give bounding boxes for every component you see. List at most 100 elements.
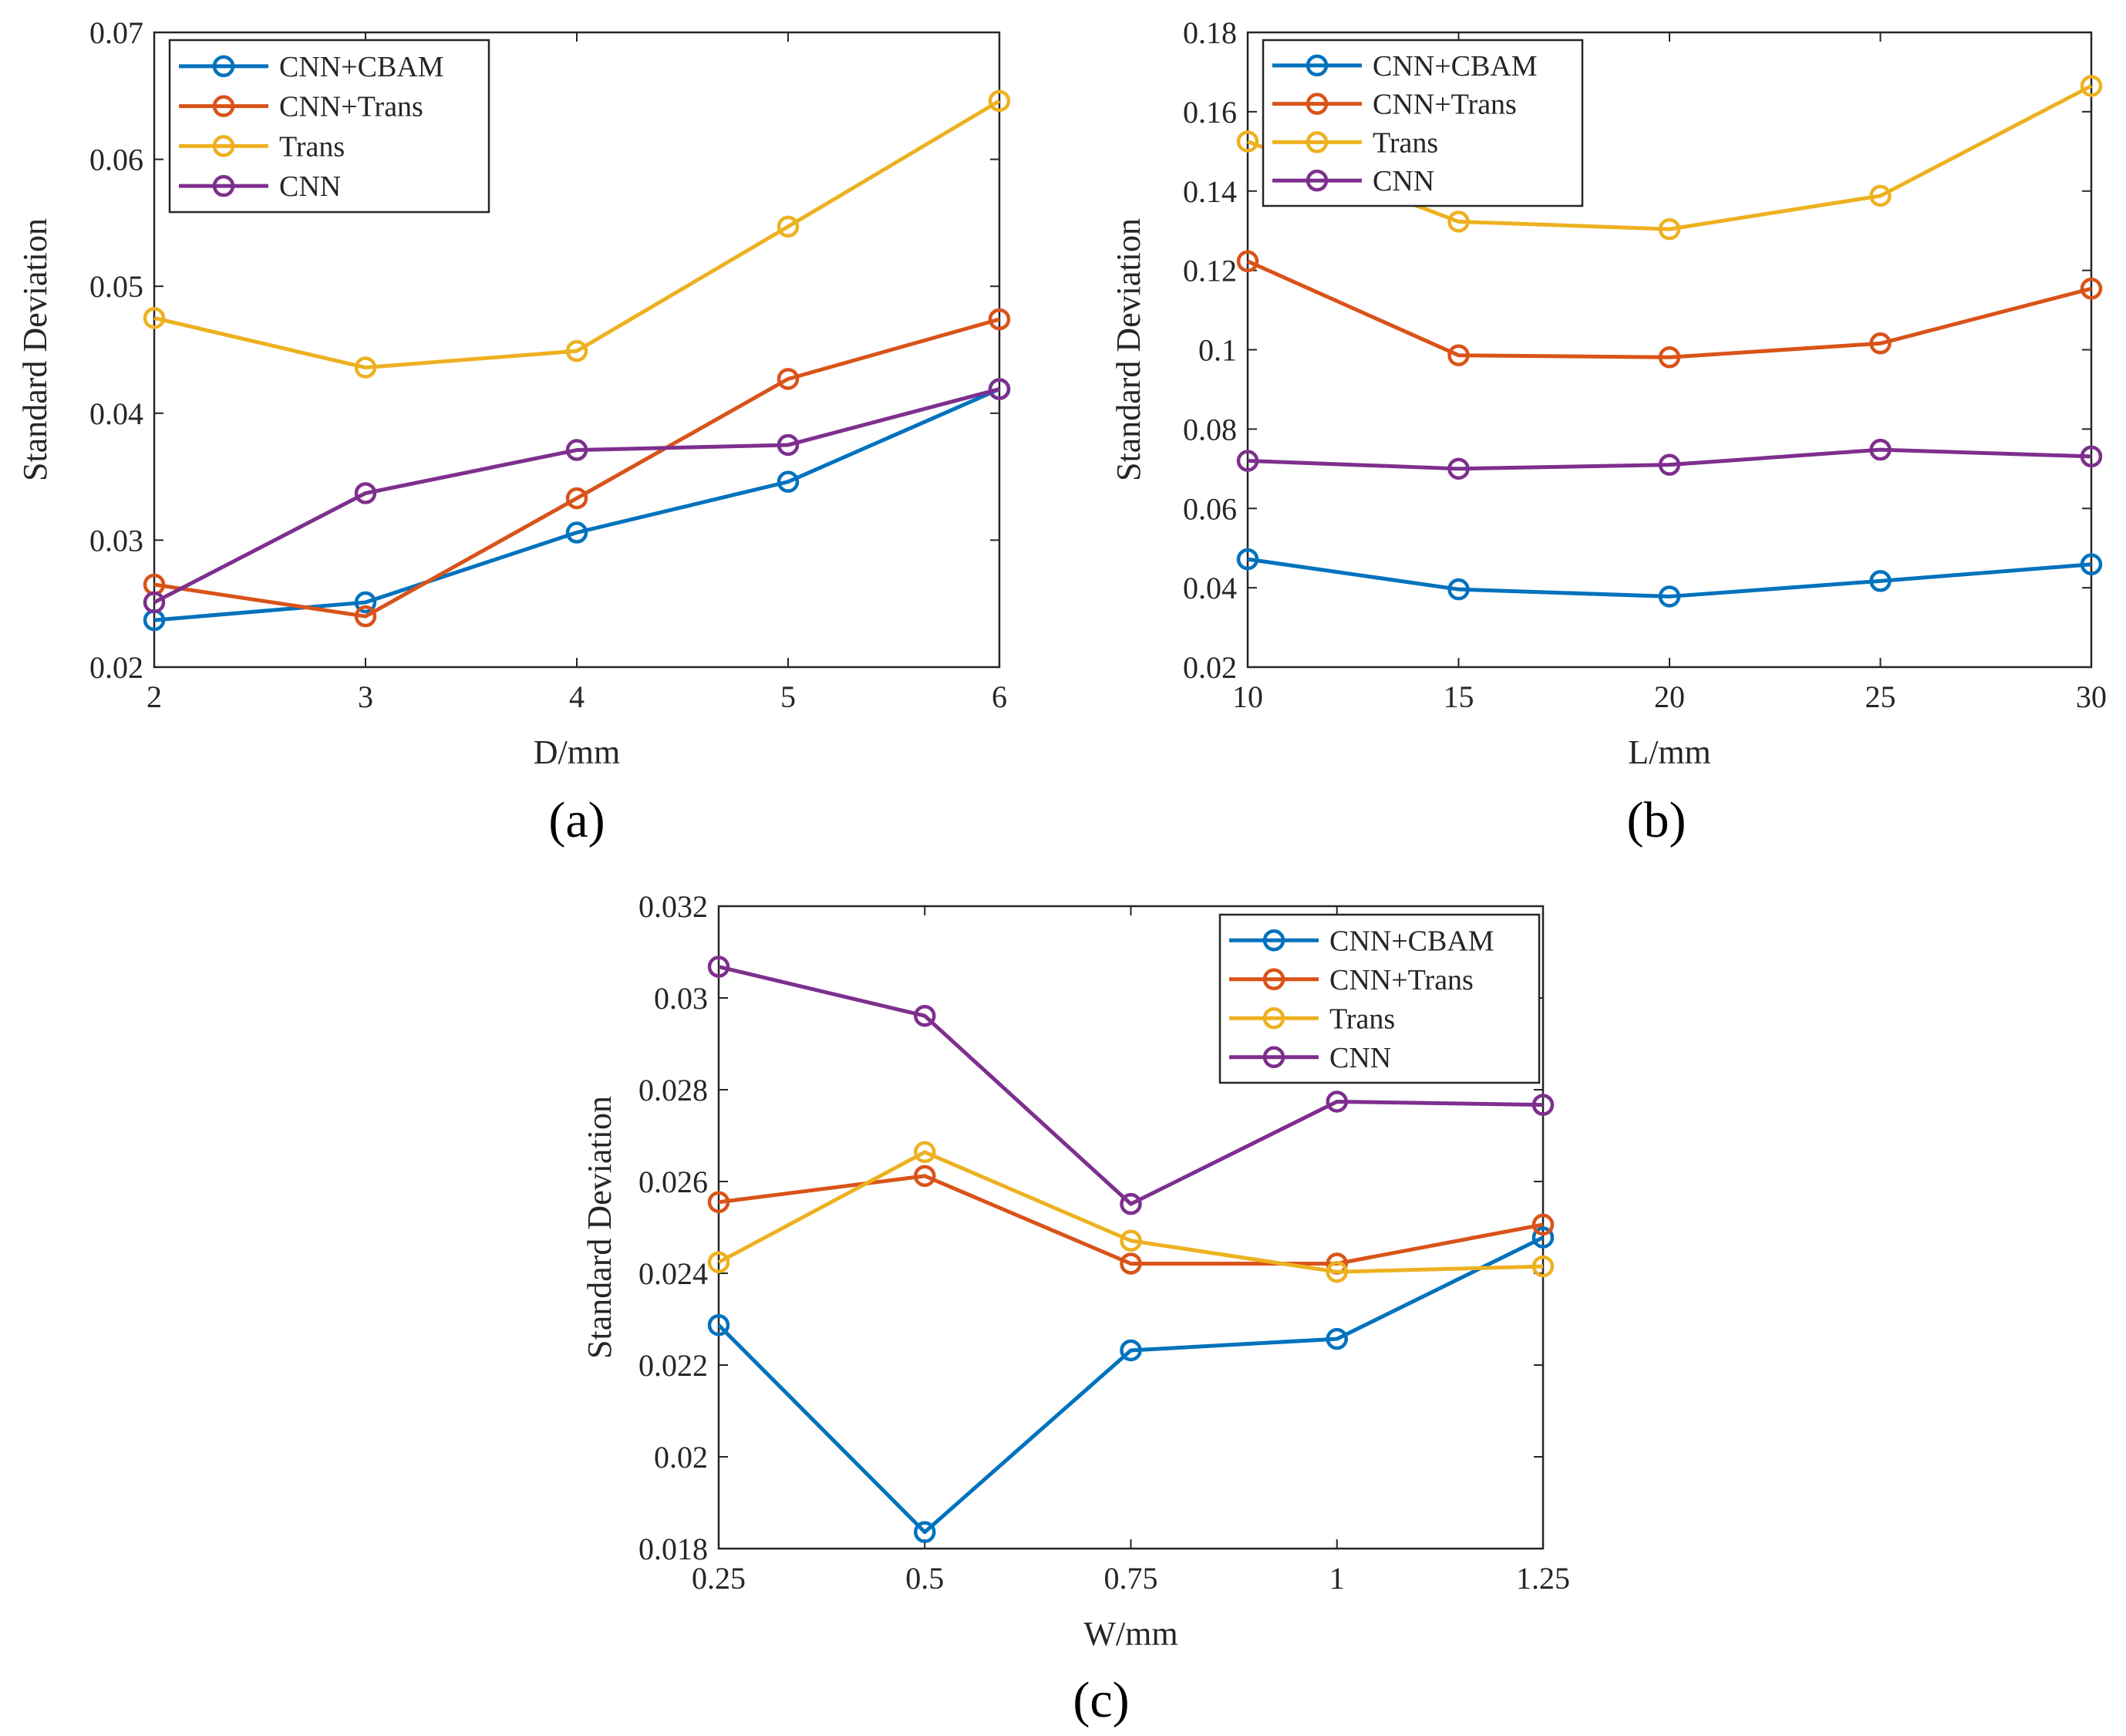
y-tick-label: 0.024	[638, 1256, 708, 1291]
data-point	[1326, 1327, 1348, 1350]
y-tick-label: 0.02	[89, 650, 143, 685]
legend-label: CNN+Trans	[1373, 89, 1517, 121]
data-point	[988, 308, 1011, 331]
legend-swatch-marker	[212, 135, 235, 157]
x-tick-label: 1.25	[1516, 1561, 1570, 1596]
data-point	[565, 439, 588, 461]
legend-entry: Trans	[179, 130, 345, 163]
legend-swatch-marker	[1306, 93, 1329, 115]
legend-label: CNN+CBAM	[279, 51, 444, 83]
series-cnn	[707, 956, 1555, 1215]
y-axis-label: Standard Deviation	[1110, 218, 1147, 481]
y-tick-label: 0.03	[89, 523, 143, 558]
chart-panel-2: 10 15 20 25 30 0.02 0.04 0.06 0.08 0.1 0.12 0.14 0.1…	[1110, 15, 2107, 848]
legend: CNN+CBAM CNN+Trans Trans CNN	[168, 39, 490, 214]
series-cnn-cbam	[143, 378, 1011, 632]
data-point	[1658, 346, 1681, 369]
y-tick-label: 0.03	[654, 981, 708, 1016]
data-point	[354, 482, 377, 504]
x-tick-label: 4	[569, 679, 585, 714]
data-point	[1658, 585, 1681, 608]
x-axis-label: D/mm	[534, 733, 620, 771]
series-cnn-trans	[1236, 250, 2103, 369]
data-point	[707, 956, 730, 978]
data-point	[1869, 184, 1892, 207]
data-point	[1531, 1255, 1555, 1278]
data-point	[777, 433, 800, 457]
legend-swatch-marker	[1262, 929, 1285, 952]
legend-swatch-marker	[212, 95, 235, 117]
legend-label: CNN+CBAM	[1373, 50, 1538, 83]
y-tick-label: 0.18	[1183, 15, 1237, 50]
legend-label: CNN	[1373, 165, 1434, 197]
y-tick-label: 0.1	[1198, 333, 1237, 368]
x-tick-label: 20	[1654, 679, 1685, 714]
y-tick-label: 0.12	[1183, 254, 1237, 288]
y-tick-label: 0.07	[89, 15, 143, 50]
legend-entry: CNN+CBAM	[179, 51, 444, 83]
x-tick-label: 1	[1329, 1561, 1345, 1596]
data-point	[914, 1004, 936, 1027]
data-point	[777, 215, 800, 238]
legend-entry: CNN+CBAM	[1272, 50, 1538, 83]
data-point	[143, 591, 166, 614]
y-tick-label: 0.04	[1183, 571, 1237, 605]
legend-swatch-marker	[212, 55, 235, 78]
series-line	[153, 387, 1000, 605]
x-tick-label: 30	[2076, 679, 2107, 714]
data-point	[354, 591, 377, 614]
data-point	[777, 470, 800, 493]
x-tick-label: 6	[992, 679, 1007, 714]
x-tick-label: 3	[358, 679, 373, 714]
y-tick-label: 0.018	[638, 1532, 708, 1566]
data-point	[1447, 211, 1470, 233]
y-tick-label: 0.05	[89, 269, 143, 304]
chart-panel-3: 0.25 0.5 0.75 1 1.25 0.018 0.02 0.022 0.024 0.026…	[581, 889, 1570, 1728]
data-point	[2080, 553, 2103, 576]
data-point	[1869, 570, 1892, 592]
legend-swatch-marker	[1262, 1007, 1285, 1030]
series-cnn	[143, 378, 1011, 614]
series-cnn-trans	[143, 308, 1011, 628]
x-axis-label: W/mm	[1083, 1615, 1178, 1653]
legend-label: Trans	[1329, 1003, 1395, 1035]
data-point	[2080, 278, 2103, 300]
series-line	[153, 317, 1000, 619]
legend-frame	[1218, 913, 1541, 1084]
x-tick-label: 10	[1232, 679, 1263, 714]
y-tick-label: 0.022	[638, 1348, 708, 1383]
series-cnn	[1236, 438, 2103, 480]
x-tick-label: 0.25	[692, 1561, 746, 1596]
data-point	[143, 307, 166, 329]
data-point	[354, 605, 377, 628]
y-tick-label: 0.02	[1183, 650, 1237, 685]
series-line	[717, 1235, 1545, 1535]
data-point	[1236, 250, 1259, 273]
legend-frame	[1262, 39, 1584, 207]
y-tick-label: 0.04	[89, 396, 143, 431]
x-tick-label: 0.5	[905, 1561, 944, 1596]
data-point	[1236, 130, 1259, 153]
data-point	[1236, 450, 1259, 472]
y-axis-label: Standard Deviation	[16, 218, 54, 481]
y-tick-label: 0.028	[638, 1073, 708, 1107]
y-tick-label: 0.032	[638, 889, 708, 924]
series-line	[717, 1150, 1544, 1274]
y-tick-label: 0.02	[654, 1440, 708, 1475]
y-axis-label: Standard Deviation	[581, 1096, 618, 1359]
data-point	[1531, 1226, 1555, 1249]
y-tick-label: 0.06	[89, 143, 143, 177]
legend-swatch-marker	[1306, 54, 1329, 77]
series-line	[1246, 259, 2092, 359]
series-trans	[143, 89, 1011, 379]
data-point	[1531, 1094, 1555, 1116]
legend-entry: CNN	[1229, 1042, 1391, 1074]
data-point	[1120, 1192, 1142, 1215]
data-point	[1869, 332, 1892, 355]
legend-entry: CNN	[179, 170, 341, 203]
data-point	[1658, 453, 1681, 476]
y-tick-label: 0.14	[1183, 174, 1237, 209]
x-tick-label: 25	[1865, 679, 1896, 714]
data-point	[1120, 1252, 1142, 1275]
data-point	[565, 339, 588, 362]
